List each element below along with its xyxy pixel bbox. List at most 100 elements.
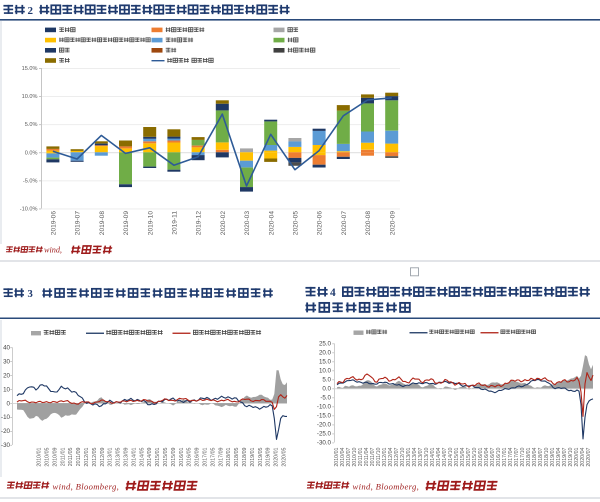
svg-text:5.0: 5.0 [322, 376, 331, 383]
svg-text:0: 0 [7, 400, 11, 407]
svg-text:2012/04: 2012/04 [388, 447, 394, 466]
svg-text:2020-05: 2020-05 [293, 211, 300, 236]
svg-text:2019/05: 2019/05 [258, 447, 264, 466]
svg-text:2016/04: 2016/04 [484, 447, 490, 466]
svg-text:2016/01: 2016/01 [478, 447, 484, 466]
svg-text:2017/07: 2017/07 [514, 447, 520, 466]
svg-text:40: 40 [3, 345, 10, 352]
svg-text:2011/07: 2011/07 [370, 447, 376, 466]
svg-text:2013/04: 2013/04 [412, 447, 418, 466]
svg-text:2015/01: 2015/01 [155, 447, 161, 466]
svg-text:-30: -30 [1, 442, 11, 449]
svg-text:2013/05: 2013/05 [116, 447, 122, 466]
svg-text:2020/05: 2020/05 [282, 447, 288, 466]
svg-text:2014/07: 2014/07 [442, 447, 448, 466]
svg-text:2017/05: 2017/05 [210, 447, 216, 466]
svg-text:2010/10: 2010/10 [352, 447, 358, 466]
svg-text:2019-07: 2019-07 [75, 211, 82, 236]
svg-text:2018/04: 2018/04 [532, 447, 538, 466]
svg-text:2011/10: 2011/10 [376, 447, 382, 466]
svg-text:2016/01: 2016/01 [179, 447, 185, 466]
svg-text:2015/05: 2015/05 [163, 447, 169, 466]
svg-text:2020/07: 2020/07 [586, 447, 592, 466]
svg-text:2016/05: 2016/05 [187, 447, 193, 466]
svg-text:2015/07: 2015/07 [466, 447, 472, 466]
svg-text:20: 20 [3, 372, 10, 379]
svg-text:2019-08: 2019-08 [99, 211, 106, 236]
svg-text:2019/10: 2019/10 [568, 447, 574, 466]
svg-text:2016/09: 2016/09 [195, 447, 201, 466]
svg-text:2017/04: 2017/04 [508, 447, 514, 466]
svg-text:2020/01: 2020/01 [274, 447, 280, 466]
svg-text:2010/01: 2010/01 [334, 447, 340, 466]
svg-text:2019-12: 2019-12 [196, 211, 203, 236]
svg-text:-10.0: -10.0 [317, 403, 332, 410]
svg-text:2019-06: 2019-06 [51, 211, 58, 236]
svg-text:2019/04: 2019/04 [556, 447, 562, 466]
svg-text:2011/01: 2011/01 [60, 447, 66, 466]
svg-text:2014/01: 2014/01 [131, 447, 137, 466]
svg-text:-25.0: -25.0 [317, 431, 332, 438]
svg-text:-20: -20 [1, 428, 11, 435]
svg-text:2014/04: 2014/04 [436, 447, 442, 466]
svg-text:2012/07: 2012/07 [394, 447, 400, 466]
svg-text:2011/09: 2011/09 [76, 447, 82, 466]
svg-text:2012/01: 2012/01 [382, 447, 388, 466]
svg-text:2020-03: 2020-03 [244, 211, 251, 236]
svg-text:wind, Bloomberg,: wind, Bloomberg, [353, 481, 420, 491]
svg-text:2020/01: 2020/01 [574, 447, 580, 466]
svg-text:2016/07: 2016/07 [490, 447, 496, 466]
svg-text:2014/10: 2014/10 [448, 447, 454, 466]
svg-text:2015/10: 2015/10 [472, 447, 478, 466]
svg-text:0.0%: 0.0% [25, 150, 38, 156]
svg-text:2014/05: 2014/05 [139, 447, 145, 466]
svg-text:-20.0: -20.0 [317, 422, 332, 429]
svg-text:2016/10: 2016/10 [496, 447, 502, 466]
svg-text:2018/01: 2018/01 [526, 447, 532, 466]
svg-text:2013/09: 2013/09 [124, 447, 130, 466]
svg-text:2010/09: 2010/09 [52, 447, 58, 466]
svg-text:2012/01: 2012/01 [84, 447, 90, 466]
svg-text:2018/07: 2018/07 [538, 447, 544, 466]
svg-text:2017/01: 2017/01 [203, 447, 209, 466]
svg-text:2012/09: 2012/09 [100, 447, 106, 466]
svg-text:wind,: wind, [44, 246, 62, 255]
svg-text:2018/01: 2018/01 [226, 447, 232, 466]
svg-text:3: 3 [28, 289, 33, 300]
svg-text:2015/01: 2015/01 [454, 447, 460, 466]
svg-text:2: 2 [28, 5, 34, 17]
svg-text:15.0: 15.0 [319, 358, 332, 365]
svg-text:-10.0%: -10.0% [20, 207, 38, 213]
svg-text:-5.0: -5.0 [320, 394, 331, 401]
svg-text:2010/05: 2010/05 [45, 447, 51, 466]
svg-text:2013/01: 2013/01 [406, 447, 412, 466]
svg-text:2010/01: 2010/01 [37, 447, 43, 466]
svg-text:2011/04: 2011/04 [364, 447, 370, 466]
svg-text:10.0%: 10.0% [22, 94, 38, 100]
svg-text:2020/04: 2020/04 [580, 447, 586, 466]
svg-text:2020-09: 2020-09 [389, 211, 396, 236]
svg-text:2015/04: 2015/04 [460, 447, 466, 466]
svg-text:2020-04: 2020-04 [268, 211, 275, 236]
svg-text:2020-02: 2020-02 [220, 211, 227, 236]
svg-text:0.0: 0.0 [322, 385, 331, 392]
svg-text:2019/09: 2019/09 [266, 447, 272, 466]
svg-text:2013/07: 2013/07 [418, 447, 424, 466]
svg-text:2017/10: 2017/10 [520, 447, 526, 466]
svg-text:2019-11: 2019-11 [172, 211, 179, 235]
svg-text:2012/10: 2012/10 [400, 447, 406, 466]
svg-text:10: 10 [3, 386, 10, 393]
svg-text:wind, Bloomberg,: wind, Bloomberg, [53, 481, 120, 491]
svg-text:2014/01: 2014/01 [430, 447, 436, 466]
svg-text:2019/07: 2019/07 [562, 447, 568, 466]
svg-text:20.0: 20.0 [319, 349, 332, 356]
svg-text:2020-08: 2020-08 [365, 211, 372, 236]
svg-text:4: 4 [330, 287, 336, 299]
svg-text:-15.0: -15.0 [317, 412, 332, 419]
svg-text:2015/09: 2015/09 [171, 447, 177, 466]
svg-text:2019/01: 2019/01 [550, 447, 556, 466]
svg-text:2017/01: 2017/01 [502, 447, 508, 466]
svg-text:2020-07: 2020-07 [341, 211, 348, 236]
svg-text:2010/04: 2010/04 [340, 447, 346, 466]
svg-text:2017/09: 2017/09 [218, 447, 224, 466]
